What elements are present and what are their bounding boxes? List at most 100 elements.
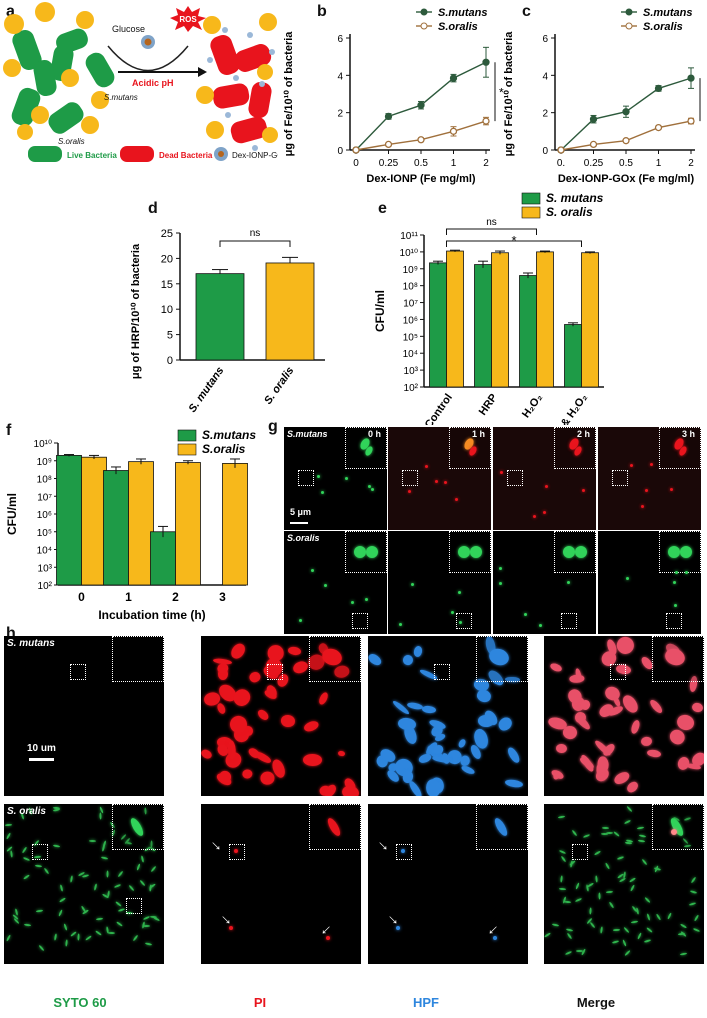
fluorescent-cell: [538, 623, 542, 627]
zoom-inset: [112, 804, 164, 850]
bacteria-chain: [558, 887, 567, 890]
h-row-label-s-oralis: S. oralis: [7, 806, 46, 817]
bacteria-chain: [89, 840, 97, 843]
fluorescent-cell: [458, 590, 462, 594]
fluorescent-cell: [542, 510, 546, 514]
x-tick-label: 0.25: [379, 158, 399, 169]
y-axis-title: CFU/ml: [373, 290, 387, 332]
bacteria-chain: [69, 875, 73, 883]
bacteria-chain: [688, 902, 697, 907]
zoom-region-box: [666, 613, 682, 629]
bacteria-cluster: [215, 702, 227, 716]
bacteria-cluster: [641, 736, 653, 747]
h-image-s-oralis-hpf: → → →: [368, 804, 528, 964]
zoom-region-box: [229, 844, 245, 860]
fluorescent-cell: [351, 600, 355, 604]
bacteria-chain: [628, 876, 636, 883]
bacteria-cluster: [302, 719, 320, 734]
bacteria-cluster: [368, 652, 384, 668]
zoomed-cell: [563, 546, 575, 558]
bacteria-chain: [582, 833, 590, 839]
fluorescent-cell: [581, 488, 585, 492]
zoomed-cell: [668, 546, 680, 558]
bacteria-chain: [626, 805, 633, 812]
bacteria-chain: [63, 923, 68, 931]
bacteria-chain: [53, 933, 58, 941]
bacteria-chain: [144, 941, 153, 946]
y-tick-label: 10³: [404, 366, 419, 377]
significance-bracket-ns: [446, 228, 537, 235]
bacteria-cluster: [391, 699, 411, 716]
data-point: [417, 101, 425, 109]
y-tick-label: 20: [161, 253, 173, 265]
zoomed-cell: [325, 816, 343, 838]
bacteria-cluster: [505, 745, 522, 765]
bacteria-cluster: [495, 714, 515, 734]
y-tick-label: 10⁴: [37, 546, 52, 557]
bar: [429, 262, 447, 388]
x-tick-label: HRP & H₂O₂: [544, 392, 590, 425]
zoom-region-box: [402, 470, 418, 486]
data-point: [482, 58, 490, 66]
h-image-s-oralis-pi: → → →: [201, 804, 361, 964]
h-image-s-mutans-syto60: S. mutans: [4, 636, 164, 796]
panel-label-f: f: [6, 422, 12, 439]
series-line: [355, 120, 487, 151]
bacteria-cluster: [291, 659, 310, 675]
fluorescent-cell: [524, 612, 528, 616]
fluorescent-cell: [434, 479, 438, 483]
bacteria-cluster: [562, 724, 578, 740]
fluorescent-cell: [451, 610, 455, 614]
x-tick-label: H₂O₂: [520, 392, 545, 420]
bacteria-chain: [117, 870, 124, 878]
fluorescent-cell: [674, 604, 678, 608]
y-tick-label: 10¹¹: [400, 231, 418, 242]
y-tick-label: 10⁹: [37, 457, 52, 468]
bacteria-chain: [598, 892, 601, 900]
zoom-region-box: [126, 898, 142, 914]
bacteria-chain: [565, 951, 573, 956]
bacteria-cluster: [323, 782, 339, 796]
bacteria-chain: [70, 930, 78, 937]
zoom-region-box: [32, 844, 48, 860]
fluorescent-cell: [320, 490, 324, 494]
bacteria-chain: [52, 808, 60, 812]
bacteria-chain: [679, 922, 687, 929]
bacteria-chain: [589, 907, 593, 915]
panel-label-g: g: [268, 418, 278, 435]
zoom-inset: [476, 636, 528, 682]
x-tick-label: 1: [451, 158, 457, 169]
zoomed-cell: [458, 546, 470, 558]
zoomed-cluster: [319, 646, 345, 668]
dead-bacteria-group: [210, 34, 272, 144]
stained-cell: [401, 849, 405, 853]
panel-label-e: e: [378, 200, 387, 217]
data-point: [384, 112, 393, 121]
bacteria-cluster: [569, 674, 585, 683]
bacteria-chain: [690, 876, 697, 884]
legend-live-label: Live Bacteria: [67, 151, 117, 160]
y-tick-label: 10⁶: [403, 315, 418, 326]
zoom-region-box: [612, 470, 628, 486]
g-scale-bar: [290, 522, 308, 524]
legend-marker: [625, 8, 633, 16]
legend-nano-label: Dex-IONP-GOx: [232, 151, 278, 160]
zoom-inset: [309, 804, 361, 850]
zoom-inset: [476, 804, 528, 850]
y-tick-label: 6: [542, 34, 548, 45]
zoomed-cell: [354, 546, 366, 558]
g-image-r2-t3: [598, 531, 701, 634]
zoom-inset: [345, 531, 387, 573]
arrow-icon: →: [205, 832, 230, 857]
bar: [81, 456, 107, 586]
zoom-inset: [652, 636, 704, 682]
fluorescent-cell: [408, 489, 412, 493]
data-point: [622, 137, 630, 145]
y-tick-label: 2: [337, 109, 343, 120]
bacteria-chain: [636, 932, 642, 940]
bacteria-chain: [644, 897, 651, 904]
chart-b-fe-dex-ionp: 0 2 4 6 0 0.25 0.5 1 2 Dex-IONP (Fe mg/ml) μg of F…: [283, 7, 504, 185]
y-tick-label: 10⁵: [403, 332, 418, 343]
y-tick-label: 0: [337, 146, 343, 157]
zoomed-cell: [575, 546, 587, 558]
